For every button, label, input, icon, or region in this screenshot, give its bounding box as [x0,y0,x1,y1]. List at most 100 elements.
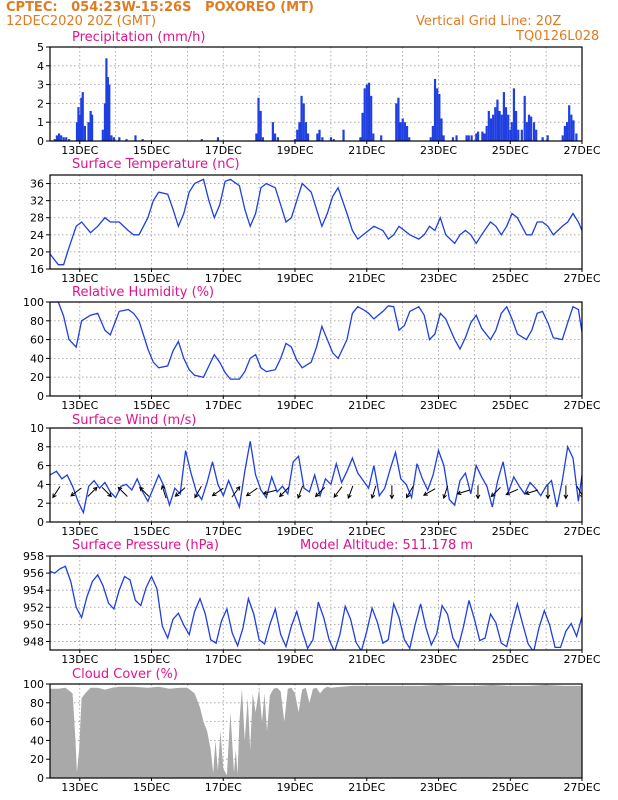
y-tick-label: 80 [30,697,44,710]
precip-bar [568,105,571,141]
plot-area [50,302,582,380]
y-tick-label: 36 [30,178,44,191]
precip-bar [399,122,402,141]
precip-bar [318,129,321,141]
precip-bar [429,137,432,141]
precip-bar [81,92,84,141]
wind-arrow [70,487,82,497]
precip-bar [507,114,510,141]
precip-bar [216,137,220,141]
precip-bar [563,125,566,141]
precip-bar [455,135,458,141]
precip-bar [510,122,513,141]
y-tick-label: 954 [23,584,44,597]
plot-area [50,684,582,778]
series-line [50,565,582,650]
precip-bar [276,137,279,141]
y-tick-label: 2 [37,497,44,510]
x-tick-label: 19DEC [276,399,313,412]
wind-arrow [160,484,167,499]
precip-bar [321,137,324,141]
y-tick-label: 4 [37,478,44,491]
x-tick-label: 13DEC [61,525,98,538]
precip-bar [401,118,404,141]
precip-bar [500,114,503,141]
x-tick-label: 15DEC [133,653,170,666]
series-line [50,302,582,380]
precip-bar [527,114,531,141]
x-tick-label: 25DEC [492,525,529,538]
y-tick-label: 3 [37,79,44,92]
x-tick-label: 23DEC [420,272,457,285]
precip-bar [565,122,569,141]
precip-bar [110,135,113,141]
x-tick-label: 27DEC [563,525,600,538]
precip-bar [405,125,409,141]
y-tick-label: 60 [30,334,44,347]
panel-frame [49,301,583,397]
y-tick-label: 24 [30,229,44,242]
x-tick-label: 17DEC [205,399,242,412]
x-tick-label: 21DEC [348,399,385,412]
wind-arrow [524,489,539,496]
precip-bar [498,110,501,141]
y-tick-label: 32 [30,195,44,208]
precip-bar [535,129,538,141]
wind-arrow [231,485,241,498]
precip-bar [465,135,468,141]
precip-bar [359,137,362,141]
plot-area [50,441,582,515]
precip-bar [512,88,516,141]
x-tick-label: 17DEC [205,781,242,794]
precip-bar [370,95,373,141]
precip-bar [273,133,277,141]
precip-bar [108,84,111,141]
x-tick-label: 27DEC [563,653,600,666]
precip-bar [433,78,437,141]
panel-5: 948 950 952 954 956 958 13DEC 15DEC 17DEC 19DEC 21… [23,538,601,666]
precip-bar [62,137,65,141]
precip-bar [530,116,533,141]
wind-arrow [194,486,202,499]
precip-bar [257,97,260,141]
panel-subtitle: Model Altitude: 511.178 m [300,538,473,553]
precip-bar [87,122,90,141]
precip-bar [436,88,439,141]
precip-bar [532,122,536,141]
x-tick-label: 15DEC [133,272,170,285]
precip-bar [89,110,92,141]
wind-arrow [347,485,354,500]
x-tick-label: 25DEC [492,272,529,285]
x-tick-label: 27DEC [563,272,600,285]
precip-bar [408,137,411,141]
precip-bar [476,131,480,141]
panel-frame [49,427,583,523]
precip-bar [541,137,544,141]
precip-bar [101,129,104,141]
x-tick-label: 19DEC [276,653,313,666]
x-tick-label: 19DEC [276,781,313,794]
x-tick-label: 19DEC [276,144,313,157]
precip-bar [259,110,262,141]
wind-arrow [422,488,436,496]
x-tick-label: 13DEC [61,399,98,412]
x-tick-label: 13DEC [61,272,98,285]
wind-arrow [174,487,186,497]
precip-bar [561,135,564,141]
x-tick-label: 21DEC [348,144,385,157]
precip-bar [517,129,520,141]
x-tick-label: 25DEC [492,653,529,666]
wind-arrow [475,485,481,500]
x-tick-label: 21DEC [348,525,385,538]
y-tick-label: 40 [30,734,44,747]
x-tick-label: 15DEC [133,399,170,412]
x-tick-label: 17DEC [205,144,242,157]
precip-bar [125,139,128,141]
precip-bar [365,84,368,141]
y-tick-label: 0 [37,516,44,529]
panel-2: 16 20 24 28 32 36 13DEC 15DEC 17DEC 19DEC 21DEC 23D… [30,157,601,285]
precip-bar [481,131,484,141]
precip-bar [520,129,523,141]
precip-bar [80,97,83,141]
y-tick-label: 40 [30,352,44,365]
